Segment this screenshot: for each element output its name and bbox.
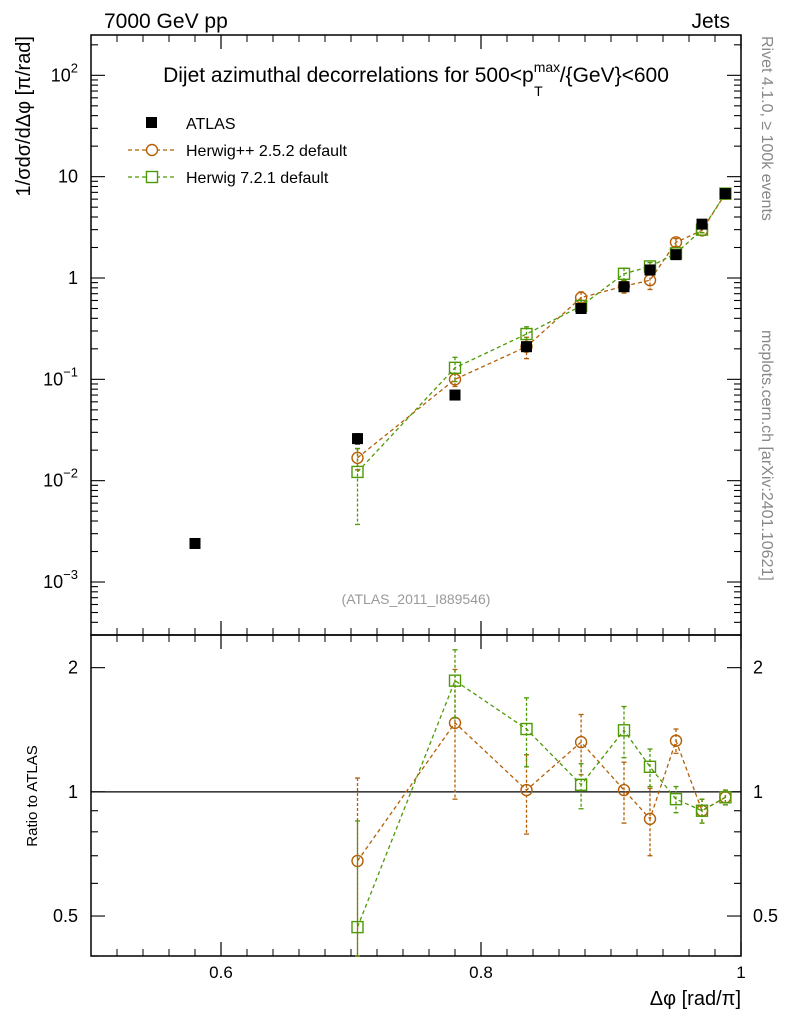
herwig-7-2-1-default-ratio-point [719, 791, 732, 804]
ratio-tick-label-right: 0.5 [753, 906, 778, 926]
atlas-point [352, 433, 363, 445]
herwig-7-2-1-default-point [448, 361, 462, 374]
y-tick-label: 10−2 [43, 466, 78, 491]
legend-herwigpp-marker [145, 143, 159, 157]
legend-atlas-label: ATLAS [186, 116, 236, 133]
atlas-point [618, 281, 630, 293]
herwig-7-2-1-default-ratio-point [617, 724, 631, 737]
herwig-7-2-1-default-point [520, 327, 533, 341]
herwig-7-2-1-default-ratio-point [448, 674, 462, 687]
herwig-2-5-2-default-ratio-point [520, 783, 533, 797]
herwig-7-2-1-default-ratio-point [643, 760, 657, 774]
atlas-point [719, 188, 731, 200]
legend-herwigpp-label: Herwig++ 2.5.2 default [186, 143, 348, 160]
herwig-7-2-1-default-ratio-point [695, 804, 709, 817]
ratio-axis-label: Ratio to ATLAS [24, 745, 41, 846]
herwig-7-2-1-default-ratio-point [351, 920, 364, 934]
ratio-tick-label-left: 2 [68, 658, 78, 678]
herwig-7-2-1-default-ratio-point [669, 792, 683, 806]
herwig-2-5-2-default-line [357, 193, 726, 459]
rivet-label: Rivet 4.1.0, ≥ 100k events [758, 36, 775, 221]
energy-label: 7000 GeV pp [104, 10, 228, 33]
ratio-tick-label-right: 2 [753, 658, 763, 678]
mcplots-label: mcplots.cern.ch [arXiv:2401.10621] [758, 330, 775, 581]
herwig-7-2-1-default-point [351, 465, 364, 479]
atlas-point [575, 303, 587, 315]
herwig-2-5-2-default-ratio-point [669, 734, 683, 747]
y-tick-label: 102 [51, 60, 78, 85]
atlas-point [644, 264, 656, 276]
legend-atlas-marker [146, 117, 157, 128]
herwig-2-5-2-default-ratio-point [617, 783, 631, 797]
herwig-7-2-1-default-point [617, 267, 631, 281]
herwig-2-5-2-default-ratio-point [643, 812, 657, 826]
analysis-watermark: (ATLAS_2011_I889546) [342, 591, 491, 607]
legend-herwig7-label: Herwig 7.2.1 default [186, 170, 329, 187]
y-tick-label: 10−1 [43, 364, 78, 389]
legend: ATLAS Herwig++ 2.5.2 default Herwig 7.2.… [128, 116, 348, 187]
x-tick-label: 0.8 [469, 963, 493, 982]
atlas-point [670, 249, 682, 261]
atlas-point [521, 341, 532, 353]
ratio-panel-frame [90, 634, 742, 957]
herwig-2-5-2-default-point [351, 451, 364, 465]
legend-herwig7-marker [145, 170, 159, 184]
ratio-tick-label-left: 1 [68, 782, 78, 802]
herwig-7-2-1-default-ratio-line [356, 679, 726, 928]
atlas-point [449, 389, 461, 401]
atlas-point [696, 218, 708, 230]
x-tick-label: 0.6 [209, 963, 233, 982]
ratio-tick-label-left: 0.5 [53, 906, 78, 926]
herwig-2-5-2-default-ratio-point [574, 735, 588, 749]
herwig-7-2-1-default-ratio-point [574, 778, 588, 792]
herwig-7-2-1-default-ratio-point [520, 722, 533, 736]
y-tick-label: 10−3 [43, 567, 78, 592]
process-label: Jets [691, 10, 730, 33]
atlas-point [189, 537, 201, 549]
ratio-tick-label-right: 1 [753, 782, 763, 802]
y-tick-label: 1 [68, 268, 78, 288]
chart-title: Dijet azimuthal decorrelations for 500<p… [163, 59, 669, 99]
herwig-2-5-2-default-ratio-line [356, 721, 726, 862]
y-tick-label: 10 [58, 167, 78, 187]
x-tick-label: 1 [736, 963, 745, 982]
y-axis-label: 1/σdσ/dΔφ [π/rad] [13, 36, 35, 196]
x-axis-label: Δφ [rad/π] [650, 988, 741, 1010]
